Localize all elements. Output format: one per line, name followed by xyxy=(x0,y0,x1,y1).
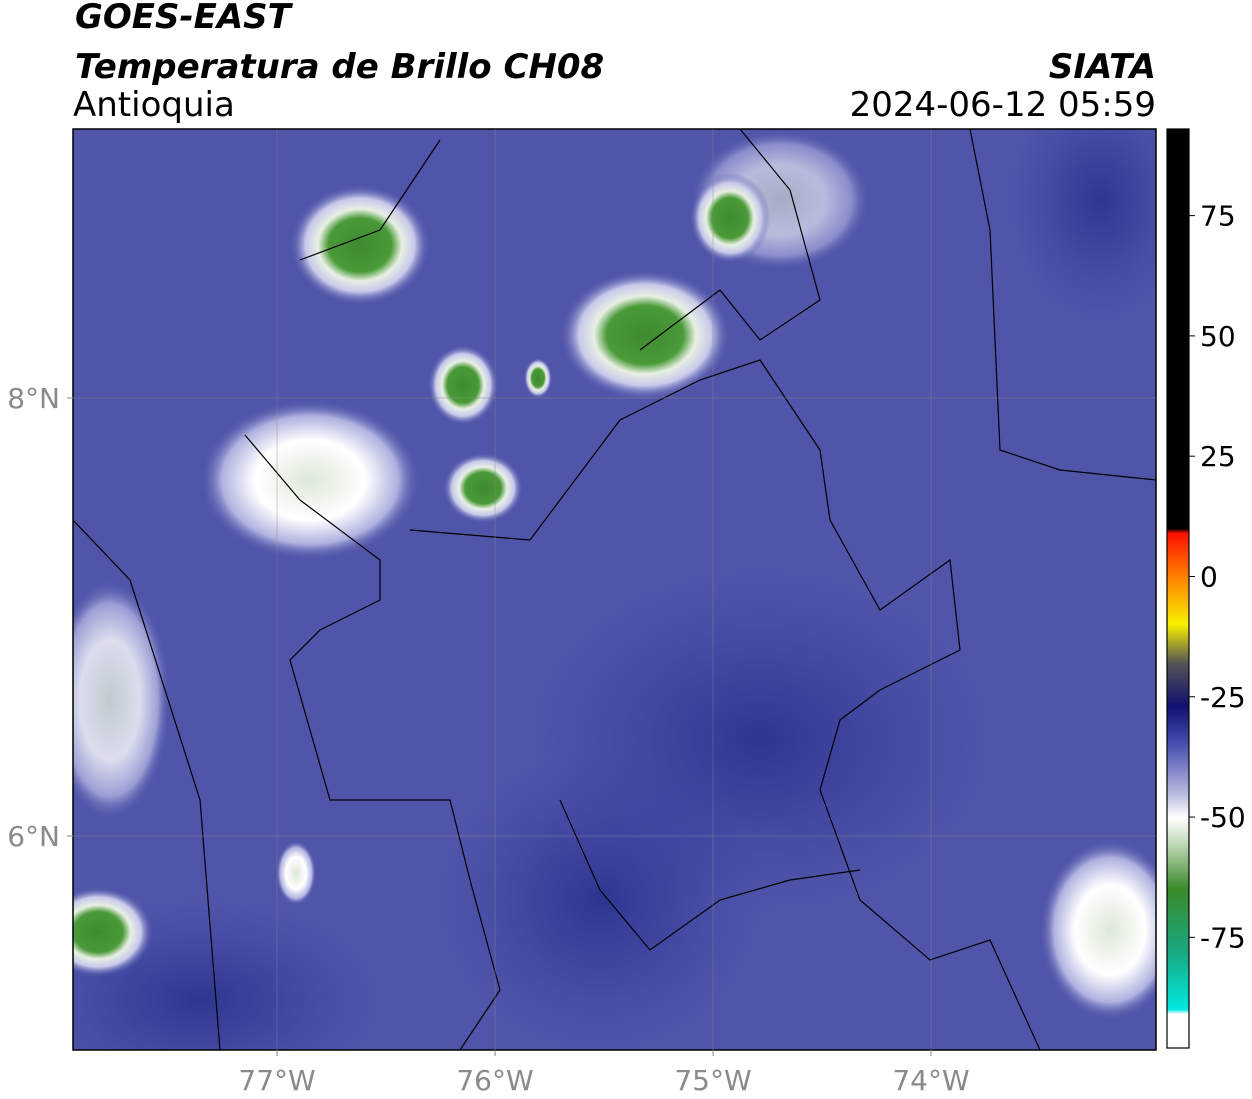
colorbar-tick-label: 25 xyxy=(1200,440,1236,473)
title: GOES-EAST xyxy=(75,0,294,37)
colorbar-tick-label: -75 xyxy=(1200,921,1246,954)
region: Antioquia xyxy=(73,85,235,125)
source: SIATA xyxy=(1049,47,1156,87)
x-tick-label: 77°W xyxy=(238,1064,315,1097)
subtitle: Temperatura de Brillo CH08 xyxy=(75,47,604,87)
map-frame xyxy=(72,128,1157,1051)
colorbar-tick-label: -50 xyxy=(1200,801,1246,834)
x-tick-label: 76°W xyxy=(456,1064,533,1097)
y-tick-label: 6°N xyxy=(7,820,60,853)
colorbar-tick-label: 0 xyxy=(1200,560,1218,593)
colorbar-tick-label: 75 xyxy=(1200,200,1236,233)
colorbar-tick-label: 50 xyxy=(1200,320,1236,353)
colorbar-tick-label: -25 xyxy=(1200,681,1246,714)
colorbar xyxy=(1166,128,1190,1049)
datetime: 2024-06-12 05:59 xyxy=(850,85,1156,125)
y-tick-label: 8°N xyxy=(7,382,60,415)
map-image xyxy=(73,129,1156,1050)
x-tick-label: 74°W xyxy=(892,1064,969,1097)
x-tick-label: 75°W xyxy=(674,1064,751,1097)
